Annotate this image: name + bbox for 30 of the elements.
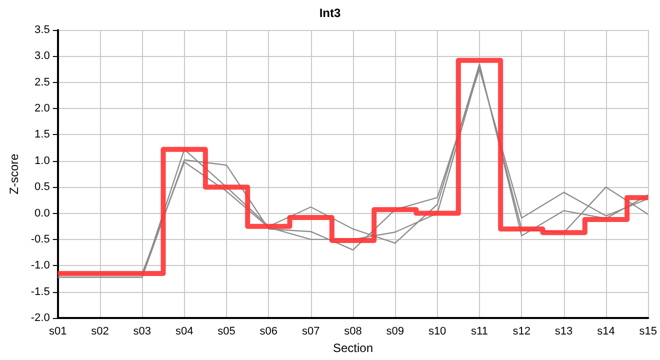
- x-tick-label: s15: [639, 326, 658, 338]
- x-axis-title: Section: [332, 340, 374, 355]
- y-tick-label: 3.5: [34, 24, 50, 36]
- x-tick-label: s12: [512, 326, 531, 338]
- x-tick-label: s03: [133, 326, 152, 338]
- y-tick-label: 3.0: [34, 50, 50, 62]
- x-tick-label: s13: [554, 326, 573, 338]
- x-tick-label: s06: [260, 326, 278, 338]
- y-axis-title: Z-score: [7, 153, 21, 194]
- y-tick-label: 0.5: [34, 181, 50, 194]
- x-tick-label: s11: [471, 326, 488, 338]
- y-tick-label: -1.5: [30, 286, 50, 298]
- x-tick-label: s02: [91, 326, 109, 338]
- y-tick-label: -0.5: [30, 233, 50, 246]
- x-tick-label: s09: [386, 326, 404, 338]
- y-tick-label: 1.0: [34, 154, 50, 167]
- x-tick-label: s05: [218, 326, 236, 338]
- y-tick-label: -1.0: [30, 260, 50, 272]
- x-tick-label: s01: [48, 326, 67, 338]
- y-tick-label: 0.0: [34, 207, 50, 220]
- y-tick-label: 2.0: [34, 102, 50, 115]
- x-tick-label: s07: [302, 326, 320, 338]
- x-tick-label: s08: [344, 326, 362, 338]
- y-tick-label: 1.5: [34, 128, 50, 141]
- y-tick-label: 2.5: [34, 76, 50, 88]
- x-tick-label: s10: [428, 326, 446, 338]
- x-tick-label: s14: [597, 326, 615, 338]
- x-tick-label: s04: [175, 326, 194, 338]
- chart-title: Int3: [319, 6, 341, 20]
- y-tick-label: -2.0: [30, 312, 50, 324]
